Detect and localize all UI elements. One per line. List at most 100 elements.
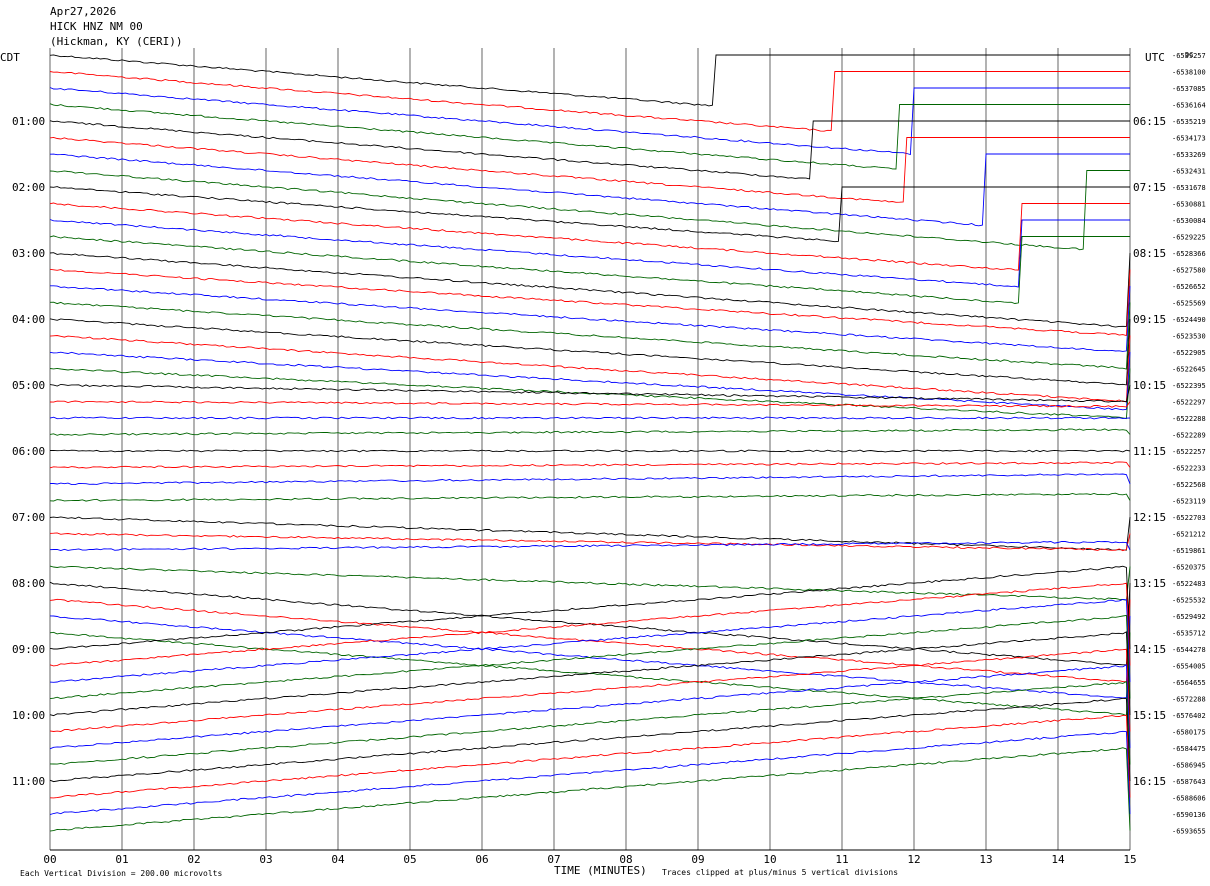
right-hour-label: 07:15 — [1133, 181, 1166, 194]
seismic-trace-37 — [49, 565, 1131, 650]
dc-offset-label: -6525532 — [1172, 597, 1206, 605]
dc-offset-label: -6544278 — [1172, 646, 1206, 654]
seismic-trace-48 — [49, 747, 1131, 832]
seismic-trace-27 — [50, 473, 1131, 486]
dc-offset-label: -6522703 — [1172, 514, 1206, 522]
dc-offset-label: -6523530 — [1172, 333, 1206, 341]
seismic-trace-10 — [49, 202, 1130, 271]
dc-offset-label: -6525569 — [1172, 300, 1206, 308]
dc-offset-label: -6522483 — [1172, 580, 1206, 588]
seismic-trace-15 — [50, 285, 1131, 352]
seismic-trace-33 — [49, 581, 1131, 666]
left-hour-label: 06:00 — [12, 445, 45, 458]
dc-offset-label: -6587643 — [1172, 778, 1206, 786]
seismic-trace-21 — [49, 383, 1131, 403]
dc-offset-label: -6554005 — [1172, 663, 1206, 671]
seismic-trace-34 — [49, 598, 1131, 683]
right-hour-labels: 06:15 07:15 08:15 09:15 10:15 11:15 12:15 13:15… — [1133, 115, 1166, 788]
left-hour-label: 07:00 — [12, 511, 45, 524]
seismic-trace-6 — [49, 136, 1130, 203]
seismic-trace-38 — [49, 582, 1131, 667]
seismic-trace-26 — [49, 461, 1131, 469]
dc-offset-label: -6522568 — [1172, 481, 1206, 489]
x-tick-label: 01 — [115, 853, 128, 866]
dc-offset-label: -6522288 — [1172, 415, 1206, 423]
header-station: HICK HNZ NM 00 — [50, 20, 143, 33]
dc-offset-label: -6522395 — [1172, 382, 1206, 390]
dc-offset-label: -6564655 — [1172, 679, 1206, 687]
header-location: (Hickman, KY (CERI)) — [50, 35, 182, 48]
seismic-trace-40 — [49, 614, 1131, 700]
dc-offset-label: -6532431 — [1172, 168, 1206, 176]
dc-offset-label: -6530084 — [1172, 217, 1206, 225]
seismic-trace-3 — [49, 87, 1130, 156]
dc-offset-label: -6529225 — [1172, 234, 1206, 242]
header-date: Apr27,2026 — [50, 5, 116, 18]
seismic-trace-46 — [49, 714, 1131, 799]
seismic-trace-25 — [49, 449, 1131, 453]
x-tick-label: 15 — [1123, 853, 1136, 866]
seismic-trace-36 — [49, 631, 1131, 717]
dc-offset-label: -6534173 — [1172, 135, 1206, 143]
left-hour-label: 08:00 — [12, 577, 45, 590]
seismic-trace-1 — [49, 54, 1130, 107]
x-tick-label: 00 — [43, 853, 56, 866]
x-tick-label: 10 — [763, 853, 776, 866]
left-hour-label: 11:00 — [12, 775, 45, 788]
dc-offset-label: -6523119 — [1172, 498, 1206, 506]
seismic-trace-24 — [49, 428, 1131, 436]
dc-offset-label: -6533269 — [1172, 151, 1206, 159]
left-hour-label: 05:00 — [12, 379, 45, 392]
seismic-trace-42 — [49, 648, 1131, 732]
right-hour-label: 06:15 — [1133, 115, 1166, 128]
seismic-trace-7 — [49, 153, 1130, 227]
seismic-trace-11 — [49, 219, 1130, 288]
seismic-trace-17 — [49, 318, 1131, 386]
seismic-trace-43 — [49, 664, 1131, 750]
dc-offset-label: -6584475 — [1172, 745, 1206, 753]
seismic-trace-16 — [49, 301, 1131, 370]
dc-offset-label: -6524490 — [1172, 316, 1206, 324]
right-hour-label: 16:15 — [1133, 775, 1166, 788]
left-hour-label: 03:00 — [12, 247, 45, 260]
x-tick-labels: 00 01 02 03 04 05 06 07 08 09 10 11 12 13 14 15 — [43, 853, 1136, 866]
dc-offset-label: -6588606 — [1172, 795, 1206, 803]
seismic-trace-32 — [49, 565, 1131, 601]
x-tick-label: 07 — [547, 853, 560, 866]
left-hour-label: 02:00 — [12, 181, 45, 194]
x-tick-label: 05 — [403, 853, 416, 866]
dc-offset-label: -6528366 — [1172, 250, 1206, 258]
time-gridlines — [49, 48, 1131, 851]
dc-offset-label: -6522905 — [1172, 349, 1206, 357]
scale-note: Each Vertical Division = 200.00 microvol… — [20, 869, 222, 878]
clip-note: Traces clipped at plus/minus 5 vertical … — [662, 868, 898, 877]
dc-offset-label: -6572288 — [1172, 696, 1206, 704]
dc-offset-label: -6531678 — [1172, 184, 1206, 192]
seismic-trace-19 — [49, 351, 1131, 411]
x-tick-label: 03 — [259, 853, 272, 866]
seismic-trace-5 — [49, 120, 1130, 180]
seismic-trace-8 — [49, 170, 1130, 251]
dc-offset-label: -6519861 — [1172, 547, 1206, 555]
right-zone-label: UTC — [1145, 51, 1165, 64]
x-tick-label: 08 — [619, 853, 632, 866]
seismic-trace-44 — [49, 680, 1131, 765]
dc-offset-label: -6522233 — [1172, 465, 1206, 473]
x-tick-label: 09 — [691, 853, 704, 866]
x-tick-label: 13 — [979, 853, 992, 866]
seismic-trace-23 — [49, 416, 1131, 420]
left-hour-label: 04:00 — [12, 313, 45, 326]
dc-offset-label: -6529492 — [1172, 613, 1206, 621]
seismic-traces — [49, 54, 1131, 832]
seismic-trace-2 — [49, 71, 1130, 132]
dc-offset-label: -6576402 — [1172, 712, 1206, 720]
seismic-trace-12 — [49, 235, 1130, 304]
dc-offset-label: -6535712 — [1172, 630, 1206, 638]
seismic-trace-4 — [49, 103, 1130, 170]
dc-label: DC — [1185, 51, 1193, 59]
x-tick-label: 12 — [907, 853, 920, 866]
dc-offset-label: -6586945 — [1172, 762, 1206, 770]
right-hour-label: 09:15 — [1133, 313, 1166, 326]
seismic-trace-28 — [49, 492, 1131, 502]
right-hour-label: 11:15 — [1133, 445, 1166, 458]
